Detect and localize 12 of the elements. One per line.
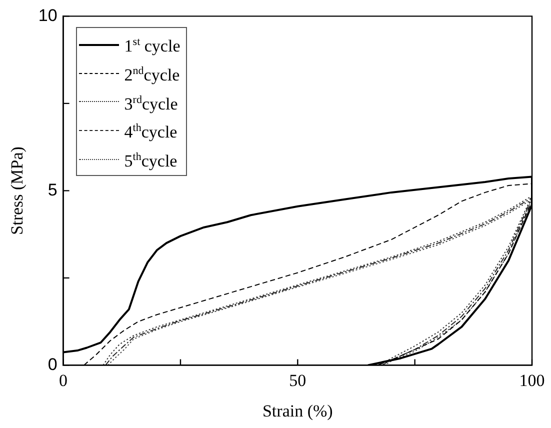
legend-label: 4$^{th}$cycle [124, 121, 178, 144]
legend-label: 2$^{nd}$cycle [124, 64, 180, 86]
y-tick-label: 10 [38, 6, 58, 25]
legend-label: 5$^{th}$cycle [124, 150, 178, 172]
y-tick-label: 5 [48, 180, 58, 200]
legend-label: 1$^{st}$ cycle [124, 35, 180, 58]
x-tick-label: 100 [519, 370, 545, 390]
x-tick-label: 50 [289, 370, 306, 390]
y-axis-title: Stress (MPa) [8, 146, 27, 235]
legend-label: 3$^{rd}$cycle [124, 92, 178, 116]
x-axis-title: Strain (%) [262, 401, 333, 420]
y-tick-label: 0 [48, 354, 58, 374]
